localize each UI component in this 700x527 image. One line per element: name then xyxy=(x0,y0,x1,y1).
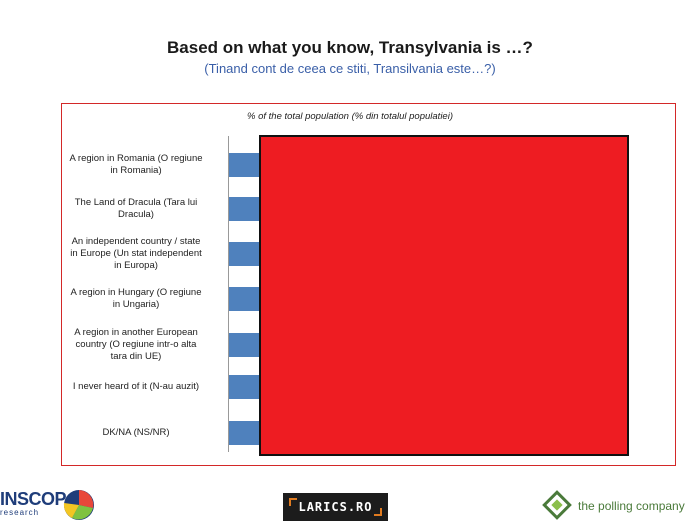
bar xyxy=(229,333,261,357)
page-title: Based on what you know, Transylvania is … xyxy=(167,38,533,57)
category-label: An independent country / state in Europe … xyxy=(56,236,216,272)
category-label-line: A region in Hungary (O regiune xyxy=(70,287,202,298)
chart-frame xyxy=(61,103,676,466)
pie-chart-icon xyxy=(63,490,94,520)
category-label-line: in Ungaria) xyxy=(112,299,160,310)
category-label-line: DK/NA (NS/NR) xyxy=(102,427,170,438)
bar xyxy=(229,197,261,221)
category-label: A region in Romania (O regiune in Romania… xyxy=(56,153,216,177)
bar xyxy=(229,287,261,311)
chart-title: % of the total population (% din totalul… xyxy=(247,111,453,122)
category-label: A region in Hungary (O regiune in Ungaria… xyxy=(56,287,216,311)
category-label-line: The Land of Dracula (Tara lui xyxy=(74,197,198,208)
inscop-logo-text: INSCOP xyxy=(0,489,67,509)
bar xyxy=(229,153,261,177)
y-axis-line xyxy=(228,136,229,452)
category-label-line: in Europa) xyxy=(114,260,158,271)
redaction-overlay xyxy=(259,135,629,456)
category-label-line: country (O regiune intr-o alta xyxy=(75,339,197,350)
category-label-line: in Romania) xyxy=(110,165,162,176)
category-label: The Land of Dracula (Tara lui Dracula) xyxy=(56,197,216,221)
category-label-line: I never heard of it (N-au auzit) xyxy=(72,381,200,392)
category-label: A region in another European country (O r… xyxy=(56,327,216,363)
inscop-logo-sub: research xyxy=(0,508,40,517)
bar xyxy=(229,375,261,399)
inscop-logo: INSCOP research xyxy=(0,486,100,526)
larics-logo: LARICS.RO xyxy=(283,493,388,521)
category-label-line: A region in Romania (O regiune xyxy=(69,153,203,164)
bar xyxy=(229,421,261,445)
bar xyxy=(229,242,261,266)
category-label-line: An independent country / state xyxy=(71,236,201,247)
category-label: I never heard of it (N-au auzit) xyxy=(56,381,216,393)
category-label: DK/NA (NS/NR) xyxy=(56,427,216,439)
category-label-line: Dracula) xyxy=(118,209,154,220)
category-label-line: A region in another European xyxy=(74,327,198,338)
polling-company-logo: the polling company xyxy=(540,488,700,524)
diamond-logo-icon xyxy=(542,490,572,520)
page-subtitle: (Tinand cont de ceea ce stiti, Transilva… xyxy=(204,61,496,76)
category-label-line: in Europe (Un stat independent xyxy=(70,248,202,259)
category-label-line: tara din UE) xyxy=(110,351,162,362)
polling-company-text: the polling company xyxy=(578,499,685,513)
